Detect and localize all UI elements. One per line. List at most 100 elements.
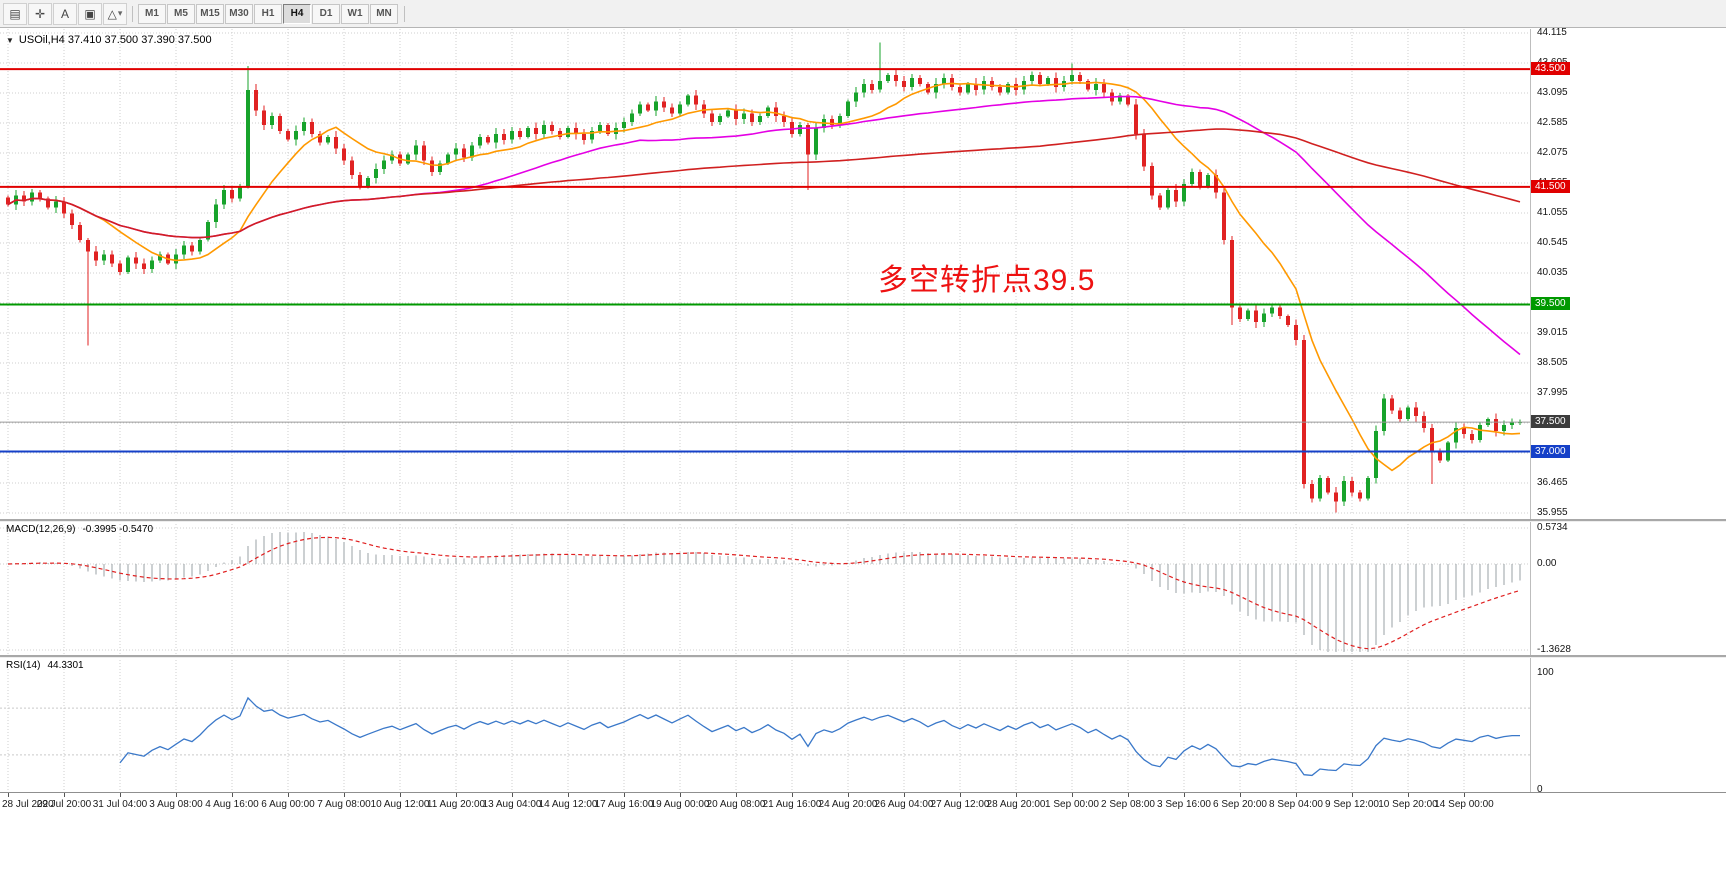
price-tick-label: 37.995 bbox=[1537, 386, 1568, 398]
windows-icon[interactable]: ▤ bbox=[3, 2, 27, 25]
time-axis-label: 11 Aug 20:00 bbox=[426, 799, 486, 810]
macd-chart-canvas[interactable] bbox=[0, 521, 1726, 655]
time-tick bbox=[680, 793, 681, 797]
macd-axis-label: 0.00 bbox=[1537, 558, 1557, 569]
time-tick bbox=[960, 793, 961, 797]
rsi-label: RSI(14) 44.3301 bbox=[6, 660, 84, 671]
macd-axis-label: -1.3628 bbox=[1537, 644, 1571, 655]
main-chart-canvas[interactable] bbox=[0, 29, 1726, 519]
toolbar-separator bbox=[132, 5, 133, 22]
time-tick bbox=[344, 793, 345, 797]
time-axis-label: 24 Aug 20:00 bbox=[818, 799, 878, 810]
main-chart-panel: ▼ USOil,H4 37.410 37.500 37.390 37.500 多… bbox=[0, 27, 1726, 519]
chart-menu-caret[interactable]: ▼ bbox=[6, 35, 14, 45]
time-tick bbox=[1352, 793, 1353, 797]
ohlc-text: USOil,H4 37.410 37.500 37.390 37.500 bbox=[18, 34, 212, 46]
time-axis-label: 26 Aug 04:00 bbox=[874, 799, 934, 810]
time-tick bbox=[1184, 793, 1185, 797]
timeframe-button-h4[interactable]: H4 bbox=[283, 3, 311, 24]
price-tick-label: 42.075 bbox=[1537, 146, 1568, 158]
price-level-badge-39.500: 39.500 bbox=[1531, 297, 1570, 311]
panel-divider[interactable] bbox=[0, 655, 1726, 658]
timeframe-button-m15[interactable]: M15 bbox=[196, 3, 224, 24]
macd-axis-label: 0.5734 bbox=[1537, 522, 1568, 533]
time-axis-label: 9 Sep 12:00 bbox=[1325, 799, 1379, 810]
rsi-name: RSI(14) bbox=[6, 660, 41, 671]
time-tick bbox=[904, 793, 905, 797]
timeframe-button-m5[interactable]: M5 bbox=[167, 3, 195, 24]
time-axis-label: 3 Sep 16:00 bbox=[1157, 799, 1211, 810]
time-axis-label: 21 Aug 16:00 bbox=[762, 799, 822, 810]
timeframe-group: M1 M5 M15 M30 H1 H4 D1 W1 MN bbox=[138, 3, 399, 24]
timeframe-button-m1[interactable]: M1 bbox=[138, 3, 166, 24]
price-tick-label: 38.505 bbox=[1537, 356, 1568, 368]
time-axis-label: 20 Aug 08:00 bbox=[706, 799, 766, 810]
macd-label: MACD(12,26,9) -0.3995 -0.5470 bbox=[6, 524, 153, 535]
time-tick bbox=[1072, 793, 1073, 797]
rsi-chart-canvas[interactable] bbox=[0, 657, 1726, 792]
price-tick-label: 36.465 bbox=[1537, 476, 1568, 488]
timeframe-button-h1[interactable]: H1 bbox=[254, 3, 282, 24]
time-axis-label: 2 Sep 08:00 bbox=[1101, 799, 1155, 810]
price-axis-border bbox=[1530, 29, 1531, 792]
macd-panel: MACD(12,26,9) -0.3995 -0.5470 0.5734 0.00 -… bbox=[0, 521, 1726, 655]
time-tick bbox=[1240, 793, 1241, 797]
time-tick bbox=[512, 793, 513, 797]
timeframe-button-m30[interactable]: M30 bbox=[225, 3, 253, 24]
time-axis-label: 10 Aug 12:00 bbox=[370, 799, 430, 810]
price-level-badge-37.000: 37.000 bbox=[1531, 444, 1570, 458]
time-axis-label: 4 Aug 16:00 bbox=[205, 799, 259, 810]
crosshair-icon[interactable]: ✛ bbox=[28, 2, 52, 25]
shapes-dropdown[interactable]: △ ▾ bbox=[103, 2, 127, 25]
chevron-down-icon: ▾ bbox=[117, 8, 123, 18]
time-tick bbox=[1296, 793, 1297, 797]
crosshair-glyph: ✛ bbox=[34, 6, 46, 21]
macd-values: -0.3995 -0.5470 bbox=[82, 524, 154, 535]
price-tick-label: 40.545 bbox=[1537, 236, 1568, 248]
time-tick bbox=[176, 793, 177, 797]
time-axis[interactable]: 28 Jul 2020 29 Jul 20:00 31 Jul 04:00 3 Aug… bbox=[0, 792, 1726, 821]
price-tick-label: 35.955 bbox=[1537, 506, 1568, 518]
price-tick-label: 44.115 bbox=[1537, 27, 1567, 38]
frame-tool-button[interactable]: ▣ bbox=[78, 2, 102, 25]
shape-icon: △ bbox=[107, 6, 117, 21]
text-tool-glyph: A bbox=[60, 6, 69, 21]
windows-glyph: ▤ bbox=[9, 6, 21, 21]
toolbar: ▤ ✛ A ▣ △ ▾ M1 M5 M15 M30 H1 H4 D1 W1 MN bbox=[0, 0, 1726, 28]
chart-ohlc-readout: ▼ USOil,H4 37.410 37.500 37.390 37.500 bbox=[6, 34, 212, 46]
time-axis-label: 6 Aug 00:00 bbox=[261, 799, 315, 810]
time-axis-label: 27 Aug 12:00 bbox=[930, 799, 990, 810]
rsi-axis-label: 0 bbox=[1537, 784, 1543, 795]
time-axis-label: 6 Sep 20:00 bbox=[1213, 799, 1267, 810]
toolbar-separator bbox=[404, 5, 405, 22]
price-tick-label: 41.055 bbox=[1537, 206, 1568, 218]
price-level-badge-37.500: 37.500 bbox=[1531, 415, 1570, 429]
time-axis-label: 14 Sep 00:00 bbox=[1434, 799, 1494, 810]
timeframe-button-d1[interactable]: D1 bbox=[312, 3, 340, 24]
timeframe-button-w1[interactable]: W1 bbox=[341, 3, 369, 24]
price-tick-label: 42.585 bbox=[1537, 116, 1568, 128]
time-tick bbox=[400, 793, 401, 797]
time-axis-label: 31 Jul 04:00 bbox=[92, 799, 148, 810]
rsi-axis-label: 100 bbox=[1537, 667, 1554, 678]
timeframe-button-mn[interactable]: MN bbox=[370, 3, 398, 24]
time-axis-label: 3 Aug 08:00 bbox=[149, 799, 203, 810]
price-tick-label: 43.095 bbox=[1537, 86, 1568, 98]
time-axis-label: 13 Aug 04:00 bbox=[482, 799, 542, 810]
price-level-badge-43.500: 43.500 bbox=[1531, 62, 1570, 76]
time-tick bbox=[568, 793, 569, 797]
time-axis-label: 14 Aug 12:00 bbox=[538, 799, 598, 810]
panel-divider[interactable] bbox=[0, 519, 1726, 522]
time-tick bbox=[8, 793, 9, 797]
time-tick bbox=[288, 793, 289, 797]
time-tick bbox=[1464, 793, 1465, 797]
time-tick bbox=[456, 793, 457, 797]
time-axis-label: 19 Aug 00:00 bbox=[650, 799, 710, 810]
rsi-panel: RSI(14) 44.3301 100 0 bbox=[0, 657, 1726, 795]
time-tick bbox=[848, 793, 849, 797]
text-tool-button[interactable]: A bbox=[53, 2, 77, 25]
time-tick bbox=[624, 793, 625, 797]
time-axis-label: 17 Aug 16:00 bbox=[594, 799, 654, 810]
rsi-value: 44.3301 bbox=[47, 660, 84, 671]
